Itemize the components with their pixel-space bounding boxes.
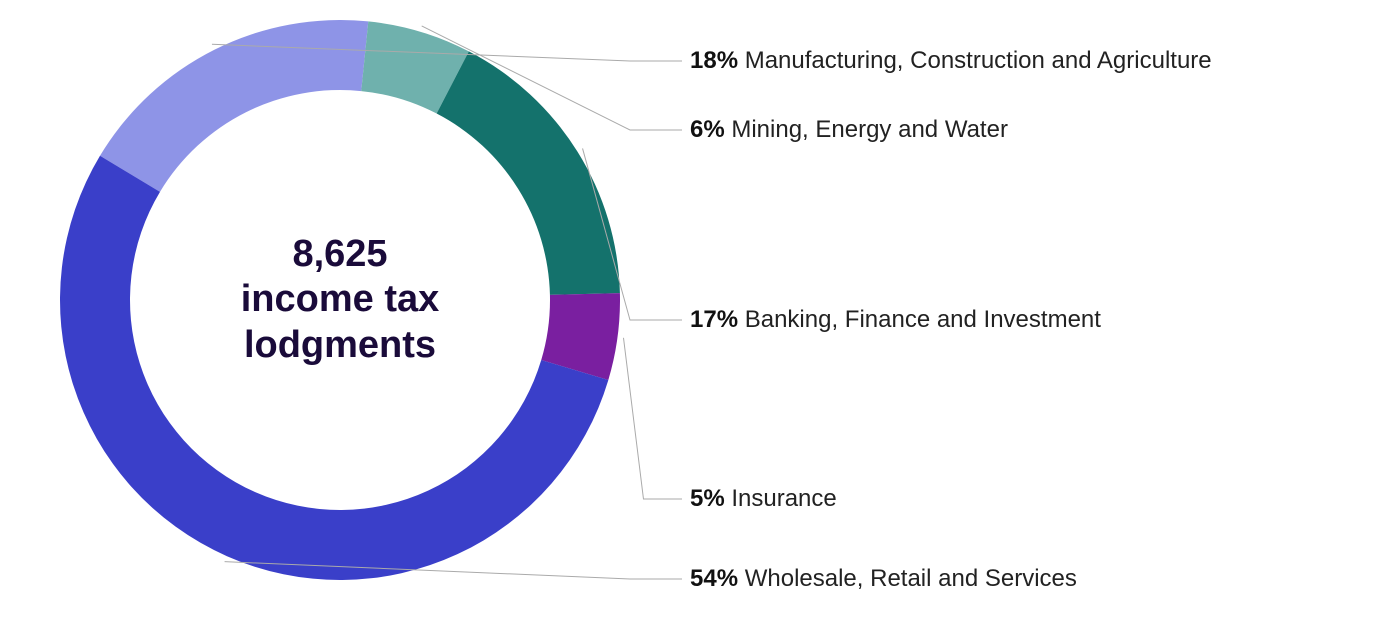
donut-chart: 8,625 income tax lodgments 18% Manufactu… xyxy=(0,0,1378,642)
legend-item-2: 17% Banking, Finance and Investment xyxy=(690,306,1101,334)
legend-label-4: Wholesale, Retail and Services xyxy=(738,565,1077,592)
legend-item-0: 18% Manufacturing, Construction and Agri… xyxy=(690,47,1212,75)
legend-label-0: Manufacturing, Construction and Agricult… xyxy=(738,47,1212,74)
legend-pct-1: 6% xyxy=(690,116,725,143)
legend-label-1: Mining, Energy and Water xyxy=(725,116,1008,143)
legend-pct-3: 5% xyxy=(690,485,725,512)
legend-label-2: Banking, Finance and Investment xyxy=(738,306,1101,333)
legend-pct-0: 18% xyxy=(690,47,738,74)
legend-item-1: 6% Mining, Energy and Water xyxy=(690,116,1008,144)
slice-2 xyxy=(437,51,620,294)
legend-pct-4: 54% xyxy=(690,565,738,592)
donut-wrap: 8,625 income tax lodgments xyxy=(60,20,620,580)
slice-4 xyxy=(60,156,608,580)
legend-item-4: 54% Wholesale, Retail and Services xyxy=(690,565,1077,593)
slice-0 xyxy=(100,20,368,192)
donut-svg xyxy=(60,20,620,580)
leader-line-3 xyxy=(623,338,682,499)
legend-item-3: 5% Insurance xyxy=(690,485,837,513)
legend-label-3: Insurance xyxy=(725,485,837,512)
legend: 18% Manufacturing, Construction and Agri… xyxy=(690,0,1370,642)
legend-pct-2: 17% xyxy=(690,306,738,333)
